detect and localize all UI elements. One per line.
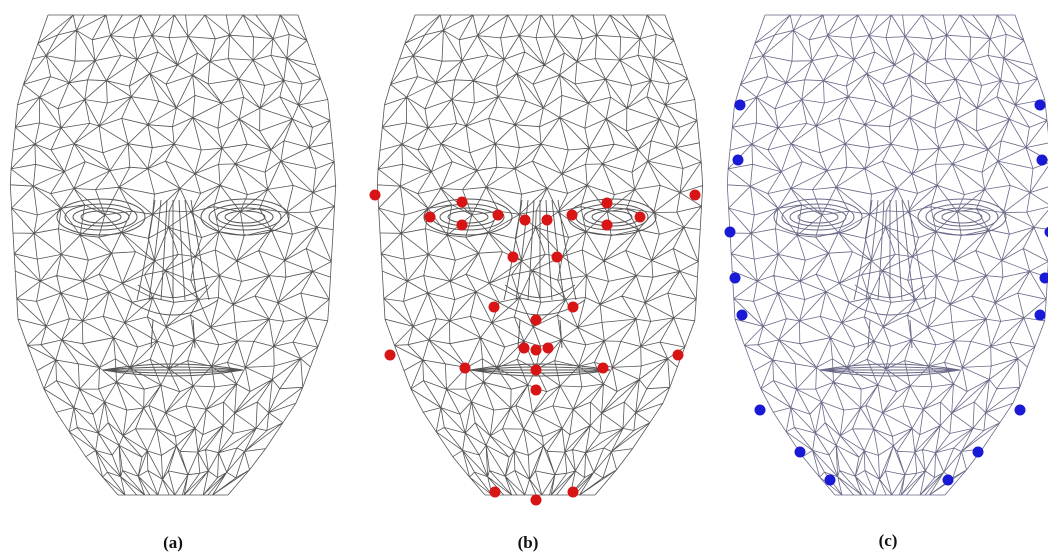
contour-point xyxy=(1037,155,1048,166)
contour-point xyxy=(730,273,741,284)
landmark-point xyxy=(543,343,554,354)
landmark-point xyxy=(568,302,579,313)
panel-label: (b) xyxy=(518,533,539,552)
landmark-point xyxy=(457,220,468,231)
figure: (a) (b) (c) xyxy=(0,0,1048,556)
landmark-point xyxy=(552,252,563,263)
landmark-point xyxy=(568,487,579,498)
landmark-point xyxy=(673,350,684,361)
landmark-point xyxy=(531,495,542,506)
landmark-point xyxy=(385,350,396,361)
landmark-point xyxy=(531,315,542,326)
landmark-point xyxy=(567,210,578,221)
landmark-point xyxy=(690,190,701,201)
landmark-point xyxy=(531,345,542,356)
landmark-point xyxy=(520,215,531,226)
page: (a)(b)(c) (() => { const data = JSON.par… xyxy=(0,0,1048,556)
landmark-point xyxy=(457,197,468,208)
contour-point xyxy=(755,405,766,416)
landmark-point xyxy=(460,363,471,374)
landmark-point xyxy=(598,363,609,374)
contour-point xyxy=(973,447,984,458)
contour-point xyxy=(1035,100,1046,111)
landmark-point xyxy=(508,252,519,263)
landmark-point xyxy=(542,215,553,226)
landmark-point xyxy=(425,212,436,223)
panel-label: (c) xyxy=(879,531,898,550)
landmark-point xyxy=(489,302,500,313)
contour-point xyxy=(725,227,736,238)
contour-point xyxy=(733,155,744,166)
contour-point xyxy=(735,100,746,111)
landmark-point xyxy=(531,385,542,396)
contour-point xyxy=(943,475,954,486)
landmark-point xyxy=(602,198,613,209)
contour-point xyxy=(737,310,748,321)
landmark-point xyxy=(490,487,501,498)
landmark-point xyxy=(531,365,542,376)
landmark-point xyxy=(635,212,646,223)
contour-point xyxy=(795,447,806,458)
landmark-point xyxy=(493,210,504,221)
contour-point xyxy=(825,475,836,486)
panel-label: (a) xyxy=(163,533,183,552)
landmark-point xyxy=(370,190,381,201)
landmark-point xyxy=(519,343,530,354)
contour-point xyxy=(1015,405,1026,416)
landmark-point xyxy=(602,220,613,231)
contour-point xyxy=(1035,310,1046,321)
